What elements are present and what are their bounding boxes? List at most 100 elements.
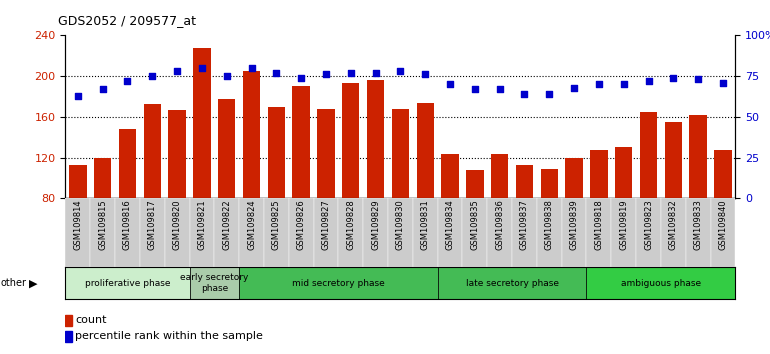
Text: GSM109824: GSM109824 [247,200,256,250]
Text: late secretory phase: late secretory phase [466,279,558,288]
Point [469,86,481,92]
Point [270,70,283,76]
Bar [441,154,459,198]
Bar [293,86,310,198]
Text: GSM109832: GSM109832 [669,200,678,250]
Bar [715,150,732,198]
Bar [65,267,189,299]
Bar [587,267,735,299]
Bar [466,170,484,198]
Bar [437,198,463,267]
Point [171,68,183,74]
Point [543,91,555,97]
Point [593,81,605,87]
Bar [615,147,632,198]
Bar [711,198,735,267]
Bar [140,198,165,267]
Bar [512,198,537,267]
Bar [65,198,90,267]
Text: GSM109836: GSM109836 [495,200,504,251]
Point [146,73,159,79]
Text: ambiguous phase: ambiguous phase [621,279,701,288]
Bar [115,198,140,267]
Bar [143,104,161,198]
Text: GSM109839: GSM109839 [570,200,578,250]
Bar [65,315,72,326]
Text: GSM109816: GSM109816 [123,200,132,250]
Text: GSM109833: GSM109833 [694,200,703,251]
Bar [561,198,587,267]
Bar [289,198,313,267]
Bar [268,107,285,198]
Bar [689,115,707,198]
Bar [636,198,661,267]
Point [320,72,332,77]
Point [568,85,581,90]
Text: GSM109823: GSM109823 [644,200,653,250]
Bar [214,198,239,267]
Bar [367,80,384,198]
Bar [487,198,512,267]
Bar [193,47,211,198]
Bar [165,198,189,267]
Bar [590,150,608,198]
Text: GSM109817: GSM109817 [148,200,157,250]
Point [419,72,431,77]
Bar [463,198,487,267]
Text: ▶: ▶ [29,278,38,288]
Bar [189,198,214,267]
Bar [587,198,611,267]
Bar [94,158,112,198]
Text: GSM109822: GSM109822 [223,200,231,250]
Bar [69,165,86,198]
Bar [243,71,260,198]
Bar [537,198,561,267]
Bar [392,109,409,198]
Point [642,78,654,84]
Text: GSM109835: GSM109835 [470,200,480,250]
Text: proliferative phase: proliferative phase [85,279,170,288]
Bar [565,158,583,198]
Text: GSM109814: GSM109814 [73,200,82,250]
Bar [661,198,686,267]
Bar [363,198,388,267]
Text: GDS2052 / 209577_at: GDS2052 / 209577_at [58,14,196,27]
Text: other: other [1,278,27,288]
Text: count: count [75,315,107,325]
Bar [413,198,437,267]
Bar [65,331,72,342]
Text: GSM109820: GSM109820 [172,200,182,250]
Point [394,68,407,74]
Bar [686,198,711,267]
Text: GSM109826: GSM109826 [296,200,306,250]
Bar [338,198,363,267]
Bar [388,198,413,267]
Text: GSM109819: GSM109819 [619,200,628,250]
Text: GSM109837: GSM109837 [520,200,529,251]
Point [72,93,84,98]
Point [692,76,705,82]
Text: GSM109830: GSM109830 [396,200,405,250]
Bar [90,198,115,267]
Bar [611,198,636,267]
Point [667,75,679,81]
Point [444,81,456,87]
Point [370,70,382,76]
Bar [516,165,533,198]
Bar [541,169,558,198]
Point [345,70,357,76]
Text: GSM109840: GSM109840 [718,200,728,250]
Point [220,73,233,79]
Text: GSM109825: GSM109825 [272,200,281,250]
Text: GSM109828: GSM109828 [346,200,355,250]
Point [122,78,134,84]
Point [717,80,729,85]
Bar [317,109,335,198]
Point [246,65,258,71]
Bar [313,198,338,267]
Bar [417,103,434,198]
Text: GSM109821: GSM109821 [197,200,206,250]
Point [96,86,109,92]
Bar [239,198,264,267]
Point [518,91,531,97]
